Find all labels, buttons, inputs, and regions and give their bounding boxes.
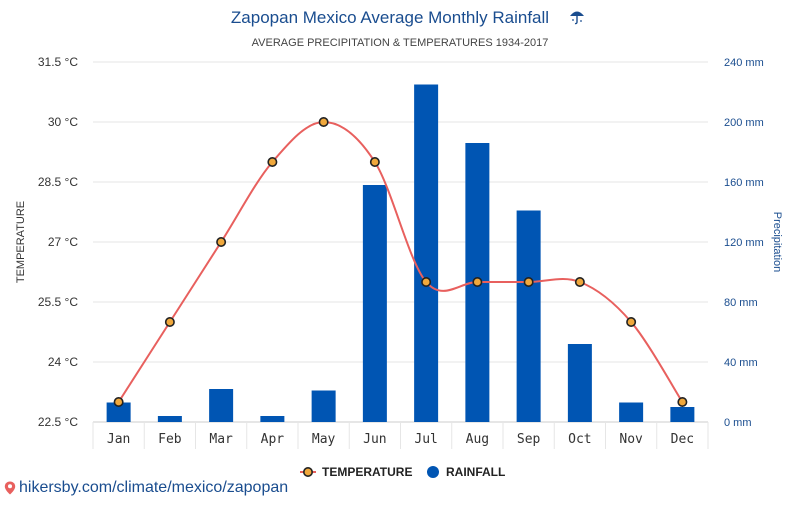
temperature-point <box>626 316 637 327</box>
y-right-tick-label: 80 mm <box>724 297 758 309</box>
temperature-point <box>677 396 688 407</box>
y-left-tick-label: 28.5 °C <box>38 175 78 189</box>
y-right-tick-label: 160 mm <box>724 177 764 189</box>
location-pin-icon <box>4 481 16 495</box>
x-tick-label: Sep <box>517 432 541 447</box>
legend-rainfall-marker <box>427 466 439 478</box>
temperature-point <box>369 157 380 168</box>
rainfall-bar <box>157 416 182 422</box>
y-right-axis-label: Precipitation <box>771 212 783 273</box>
temperature-point <box>267 157 278 168</box>
x-tick-label: Feb <box>158 432 182 447</box>
x-tick-label: Aug <box>466 432 489 447</box>
y-right-tick-label: 200 mm <box>724 117 764 129</box>
x-tick-label: Mar <box>209 432 233 447</box>
x-tick-label: Dec <box>671 432 694 447</box>
rainfall-bar <box>670 407 695 422</box>
legend-rainfall-label: RAINFALL <box>446 465 505 479</box>
rainfall-bar <box>567 344 592 422</box>
x-tick-label: Oct <box>568 432 591 447</box>
rainfall-bar <box>362 185 387 422</box>
rainfall-bar <box>260 416 285 422</box>
x-tick-label: Jan <box>107 432 130 447</box>
rainfall-bar <box>414 84 439 422</box>
rainfall-bar <box>311 390 336 422</box>
x-tick-label: May <box>312 432 336 447</box>
chart-subtitle: AVERAGE PRECIPITATION & TEMPERATURES 193… <box>252 37 549 49</box>
source-link[interactable]: hikersby.com/climate/mexico/zapopan <box>4 479 288 497</box>
y-left-tick-label: 27 °C <box>48 235 78 249</box>
temperature-point <box>318 117 329 128</box>
source-link-text: hikersby.com/climate/mexico/zapopan <box>19 479 289 496</box>
rainfall-bar <box>106 402 131 422</box>
chart-title: Zapopan Mexico Average Monthly Rainfall <box>231 8 549 27</box>
rainfall-bar <box>209 389 234 422</box>
legend-temperature-label: TEMPERATURE <box>322 465 412 479</box>
y-right-tick-label: 240 mm <box>724 57 764 69</box>
temperature-point <box>113 396 124 407</box>
x-tick-label: Jun <box>363 432 386 447</box>
temperature-point <box>164 316 175 327</box>
y-left-tick-label: 31.5 °C <box>38 55 78 69</box>
y-right-tick-label: 0 mm <box>724 417 752 429</box>
y-left-tick-label: 25.5 °C <box>38 295 78 309</box>
y-left-tick-label: 30 °C <box>48 115 78 129</box>
temperature-point <box>216 237 227 248</box>
legend-temperature-marker <box>302 466 313 477</box>
y-left-tick-label: 24 °C <box>48 355 78 369</box>
y-left-tick-label: 22.5 °C <box>38 415 78 429</box>
y-left-axis-label: TEMPERATURE <box>15 201 27 283</box>
x-tick-label: Jul <box>414 432 437 447</box>
y-right-tick-label: 40 mm <box>724 357 758 369</box>
temperature-point <box>574 276 585 287</box>
temperature-point <box>523 276 534 287</box>
temperature-point <box>472 276 483 287</box>
rainfall-bar <box>619 402 644 422</box>
rainfall-bar <box>516 210 541 422</box>
umbrella-icon <box>570 11 584 25</box>
x-tick-label: Apr <box>261 432 285 447</box>
temperature-line <box>117 120 684 403</box>
x-tick-label: Nov <box>619 432 643 447</box>
y-right-tick-label: 120 mm <box>724 237 764 249</box>
temperature-point <box>421 276 432 287</box>
